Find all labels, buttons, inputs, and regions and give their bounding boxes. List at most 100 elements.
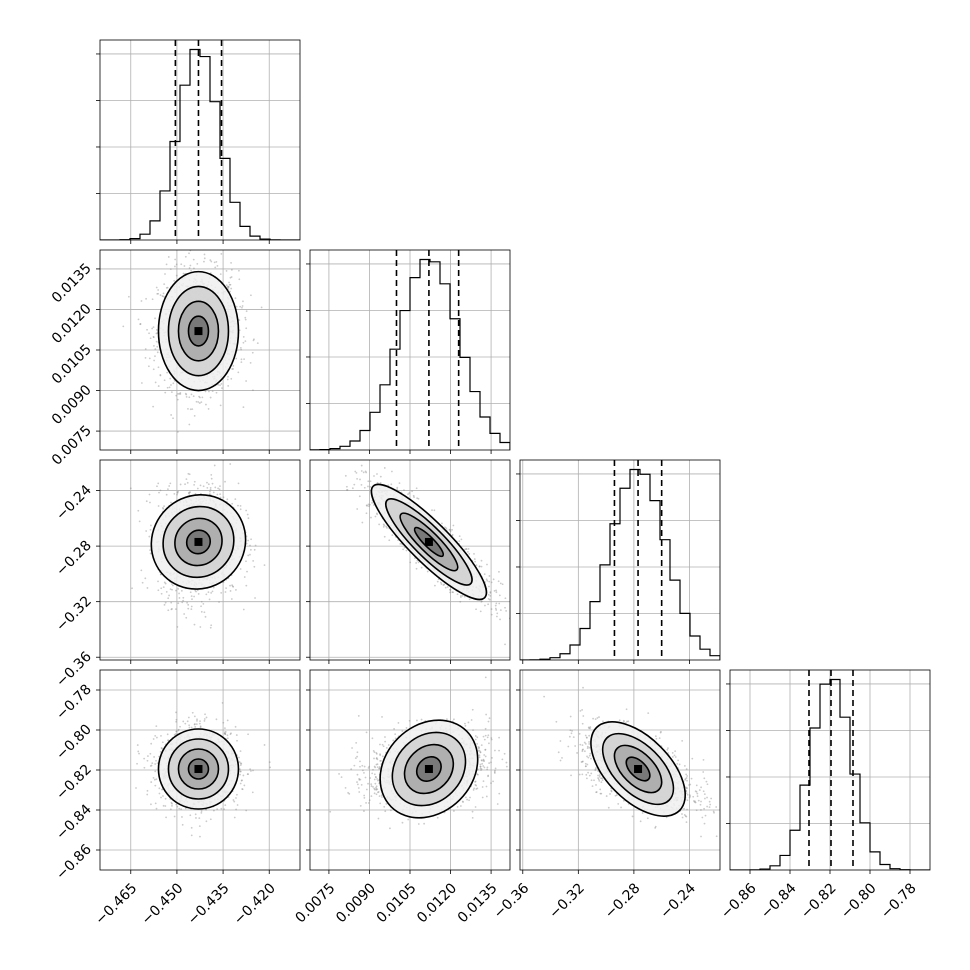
sample-point xyxy=(229,590,232,592)
sample-point xyxy=(155,725,158,728)
sample-point xyxy=(480,600,483,603)
sample-point xyxy=(480,600,483,603)
sample-point xyxy=(175,730,178,733)
sample-point xyxy=(207,408,210,410)
sample-point xyxy=(161,741,164,744)
sample-point xyxy=(137,750,140,753)
sample-point xyxy=(229,276,232,279)
sample-point xyxy=(171,588,173,591)
sample-point xyxy=(162,506,164,509)
sample-point xyxy=(154,770,157,773)
sample-point xyxy=(399,542,402,545)
sample-point xyxy=(210,473,213,476)
sample-point xyxy=(233,800,236,803)
sample-point xyxy=(478,565,481,568)
sample-point xyxy=(344,474,347,477)
sample-point xyxy=(155,328,158,331)
sample-point xyxy=(168,386,171,389)
sample-point xyxy=(252,389,254,392)
sample-point xyxy=(488,575,491,577)
histogram-2 xyxy=(520,468,720,660)
sample-point xyxy=(193,623,196,626)
sample-point xyxy=(239,504,242,507)
sample-point xyxy=(186,720,189,723)
sample-point xyxy=(175,711,177,714)
sample-point xyxy=(212,586,215,589)
sample-point xyxy=(239,347,242,349)
y-tick-label: 0.0090 xyxy=(49,382,95,428)
sample-point xyxy=(449,589,452,591)
sample-point xyxy=(200,810,203,812)
sample-point xyxy=(140,382,143,384)
sample-point xyxy=(174,608,177,611)
sample-point xyxy=(169,588,172,591)
sample-point xyxy=(162,586,165,589)
sample-point xyxy=(145,297,147,300)
sample-point xyxy=(442,584,445,586)
sample-point xyxy=(152,405,155,408)
sample-point xyxy=(190,595,193,598)
sample-point xyxy=(205,820,208,823)
histogram-0 xyxy=(100,48,300,240)
sample-point xyxy=(365,504,368,507)
sample-point xyxy=(346,489,349,491)
sample-point xyxy=(444,586,447,589)
sample-point xyxy=(157,580,159,583)
sample-point xyxy=(172,584,174,587)
sample-point xyxy=(213,464,216,467)
sample-point xyxy=(145,500,148,503)
sample-point xyxy=(391,470,393,473)
sample-point xyxy=(245,560,247,563)
sample-point xyxy=(175,274,178,277)
sample-point xyxy=(362,471,365,474)
sample-point xyxy=(165,816,167,819)
sample-point xyxy=(189,591,192,594)
sample-point xyxy=(176,398,179,401)
sample-point xyxy=(235,357,238,360)
sample-point xyxy=(224,730,227,733)
sample-point xyxy=(268,761,271,764)
sample-point xyxy=(458,535,461,538)
contour-line xyxy=(157,270,240,392)
sample-point xyxy=(415,567,418,570)
sample-point xyxy=(189,408,192,411)
sample-point xyxy=(195,590,197,593)
sample-point xyxy=(165,263,168,266)
sample-point xyxy=(145,530,148,532)
sample-point xyxy=(431,509,433,511)
sample-point xyxy=(188,491,191,494)
sample-point xyxy=(221,387,223,390)
sample-point xyxy=(474,560,477,563)
sample-point xyxy=(467,550,469,553)
sample-point xyxy=(156,351,159,354)
sample-point xyxy=(445,527,448,530)
sample-point xyxy=(239,508,242,511)
sample-point xyxy=(372,504,375,506)
sample-point xyxy=(230,598,233,600)
sample-point xyxy=(451,528,453,531)
sample-point xyxy=(144,577,147,580)
sample-point xyxy=(139,323,142,326)
sample-point xyxy=(202,485,205,488)
sample-point xyxy=(209,490,211,493)
sample-point xyxy=(483,573,486,576)
sample-point xyxy=(480,565,483,568)
sample-point xyxy=(177,729,180,732)
sample-point xyxy=(244,316,247,319)
y-tick-label: 0.0120 xyxy=(49,301,95,347)
sample-point xyxy=(243,358,245,361)
sample-point xyxy=(155,340,158,343)
sample-point xyxy=(365,512,368,515)
sample-point xyxy=(242,608,245,611)
sample-point xyxy=(488,585,490,588)
sample-point xyxy=(189,233,191,235)
sample-point xyxy=(226,286,229,289)
sample-point xyxy=(208,390,210,393)
y-tick-label: −0.36 xyxy=(53,649,95,691)
sample-point xyxy=(152,326,155,328)
sample-point xyxy=(495,602,498,605)
sample-point xyxy=(209,259,212,262)
sample-point xyxy=(177,587,180,590)
sample-point xyxy=(370,516,372,519)
